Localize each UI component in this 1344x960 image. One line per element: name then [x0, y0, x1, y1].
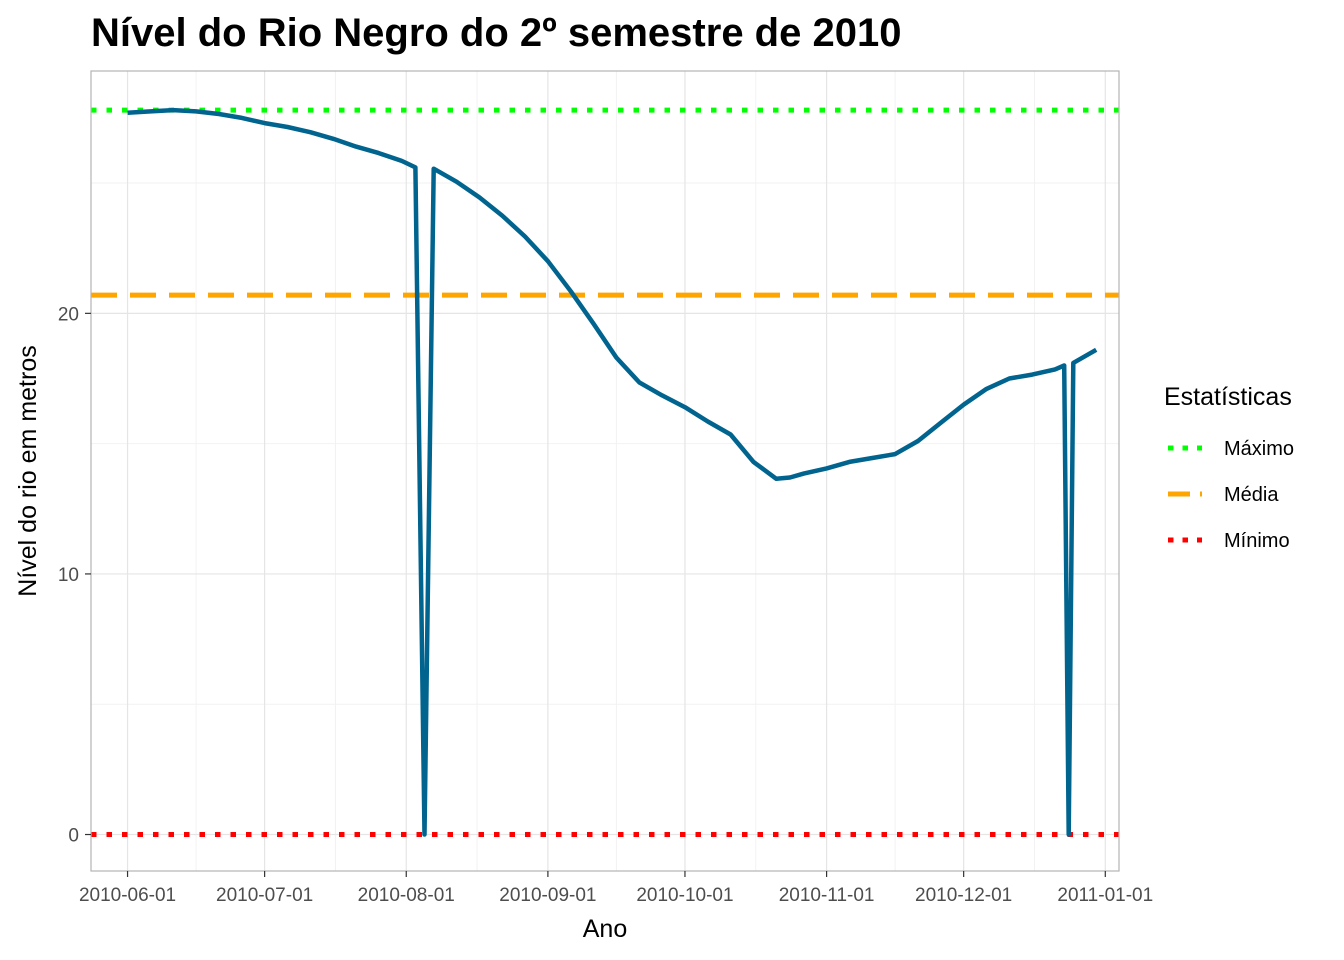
grid-major: [91, 71, 1119, 871]
panel-border: [90, 70, 1120, 872]
chart-title: Nível do Rio Negro do 2º semestre de 201…: [91, 11, 901, 55]
x-axis: 2010-06-01 2010-07-01 2010-08-01 2010-09-01…: [79, 871, 1153, 906]
y-axis: 0 10 20: [58, 304, 91, 847]
x-tick-label: 2010-07-01: [216, 885, 313, 906]
reference-lines: [91, 107, 1119, 838]
y-tick-label: 0: [68, 826, 79, 847]
legend-label: Média: [1224, 484, 1279, 506]
legend-label: Mínimo: [1224, 530, 1290, 552]
x-tick-label: 2010-11-01: [779, 885, 875, 906]
series-group: [127, 107, 1098, 837]
x-tick-label: 2010-09-01: [499, 885, 596, 906]
x-tick-label: 2010-08-01: [358, 885, 455, 906]
x-tick-label: 2010-06-01: [79, 885, 176, 906]
y-tick-label: 10: [58, 565, 79, 586]
legend-title: Estatísticas: [1164, 383, 1292, 411]
y-axis-title: Nível do rio em metros: [14, 345, 42, 596]
x-tick-label: 2011-01-01: [1057, 885, 1153, 906]
x-tick-label: 2010-12-01: [915, 885, 1012, 906]
legend-item: Mínimo: [1168, 530, 1290, 552]
legend: Estatísticas Máximo Média Mínimo: [1164, 383, 1294, 552]
series-line: [127, 107, 1098, 837]
legend-items: Máximo Média Mínimo: [1168, 438, 1294, 552]
legend-item: Média: [1168, 484, 1279, 506]
legend-item: Máximo: [1168, 438, 1294, 460]
x-tick-label: 2010-10-01: [636, 885, 733, 906]
grid-minor: [91, 71, 1119, 871]
y-tick-label: 20: [58, 304, 79, 325]
legend-label: Máximo: [1224, 438, 1294, 460]
x-axis-title: Ano: [583, 915, 627, 943]
